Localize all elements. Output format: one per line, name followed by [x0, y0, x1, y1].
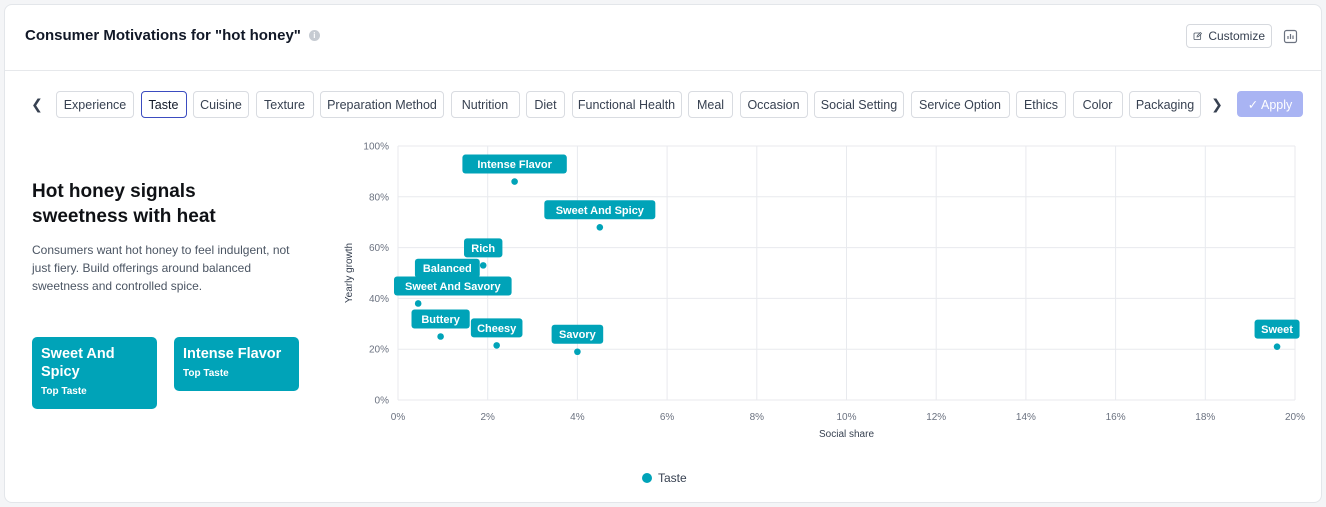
y-tick-label: 80%: [369, 192, 389, 203]
point-label: Sweet: [1261, 324, 1293, 336]
y-tick-label: 20%: [369, 345, 389, 356]
point-label: Savory: [559, 329, 597, 341]
export-chart-icon[interactable]: [1283, 29, 1299, 45]
tab-row: ❮ Experience Taste Cuisine Texture Preparati…: [5, 89, 1321, 119]
x-tick-label: 10%: [836, 412, 856, 423]
y-axis-title: Yearly growth: [344, 243, 355, 303]
point-label: Intense Flavor: [477, 159, 552, 171]
stat-label: Top Taste: [183, 368, 229, 379]
consumer-motivations-card: Consumer Motivations for "hot honey" i C…: [4, 4, 1322, 503]
y-tick-label: 40%: [369, 294, 389, 305]
x-tick-label: 0%: [391, 412, 406, 423]
data-point: [574, 348, 581, 356]
edit-icon: [1193, 31, 1203, 41]
tab-taste[interactable]: Taste: [140, 91, 187, 118]
data-point: [414, 300, 422, 307]
stat-value: Sweet And Spicy: [41, 346, 115, 380]
tab-nutrition[interactable]: Nutrition: [450, 91, 520, 118]
tab-texture[interactable]: Texture: [255, 91, 314, 118]
point-label-box: [394, 276, 512, 296]
data-point: [437, 333, 444, 340]
apply-button[interactable]: ✓ Apply: [1237, 91, 1303, 117]
x-tick-label: 2%: [480, 412, 495, 423]
top-taste-card-2: Intense Flavor Top Taste: [174, 337, 299, 391]
point-label: Sweet And Spicy: [556, 205, 645, 217]
y-tick-label: 100%: [363, 142, 389, 153]
point-label-box: [411, 309, 470, 329]
scroll-right-icon[interactable]: ❯: [1211, 95, 1223, 112]
x-tick-label: 12%: [926, 412, 946, 423]
tab-social-setting[interactable]: Social Setting: [814, 91, 904, 118]
tab-preparation-method[interactable]: Preparation Method: [320, 91, 444, 118]
point-label-box: [1254, 319, 1300, 339]
data-point: [493, 342, 500, 349]
point-label: Rich: [471, 243, 495, 255]
data-point: [596, 223, 604, 231]
category-tabs: Experience Taste Cuisine Texture Preparation…: [56, 89, 1203, 119]
tab-meal[interactable]: Meal: [688, 91, 733, 118]
tab-cuisine[interactable]: Cuisine: [193, 91, 249, 118]
tab-service-option[interactable]: Service Option: [910, 91, 1010, 118]
data-point: [1273, 343, 1281, 350]
chart-legend[interactable]: Taste: [642, 471, 687, 485]
point-label: Buttery: [421, 314, 460, 326]
top-taste-card-1: Sweet And Spicy Top Taste: [32, 337, 157, 409]
insight-description: Consumers want hot honey to feel indulge…: [32, 243, 290, 293]
point-label: Balanced: [423, 263, 472, 275]
stat-label: Top Taste: [41, 386, 87, 397]
customize-button[interactable]: Customize: [1186, 24, 1272, 48]
scatter-chart: 0% 2% 4% 6% 8% 10% 12% 14% 16% 18% 20% 0% 20% 40% 60% 8…: [344, 142, 1305, 441]
legend-marker: [642, 473, 652, 483]
x-tick-label: 6%: [660, 412, 675, 423]
stat-value: Intense Flavor: [183, 346, 282, 362]
insight-headline: Hot honey signals sweetness with heat: [32, 181, 216, 227]
tab-occasion[interactable]: Occasion: [739, 91, 808, 118]
point-label-box: [470, 318, 523, 338]
data-point: [511, 178, 518, 185]
x-tick-label: 18%: [1195, 412, 1215, 423]
point-label-box: [464, 238, 503, 258]
y-tick-label: 60%: [369, 243, 389, 254]
title-wrap: Consumer Motivations for "hot honey" i: [25, 27, 320, 44]
tab-packaging[interactable]: Packaging: [1129, 91, 1201, 118]
x-axis-title: Social share: [819, 429, 874, 440]
x-tick-label: 4%: [570, 412, 585, 423]
point-label-box: [551, 324, 604, 344]
info-icon[interactable]: i: [308, 30, 320, 41]
tab-experience[interactable]: Experience: [56, 91, 134, 118]
customize-label: Customize: [1208, 29, 1265, 43]
scroll-left-icon[interactable]: ❮: [31, 95, 43, 112]
page-title: Consumer Motivations for "hot honey": [25, 27, 301, 44]
point-label-box: [414, 258, 480, 278]
data-point: [479, 262, 487, 269]
y-tick-label: 0%: [375, 396, 390, 407]
tab-diet[interactable]: Diet: [526, 91, 565, 118]
point-label-box: [544, 200, 656, 220]
x-tick-label: 20%: [1285, 412, 1305, 423]
tab-color[interactable]: Color: [1072, 91, 1123, 118]
point-label-box: [462, 154, 567, 174]
x-tick-label: 16%: [1106, 412, 1126, 423]
legend-label: Taste: [658, 471, 687, 485]
tab-ethics[interactable]: Ethics: [1016, 91, 1066, 118]
x-tick-label: 8%: [750, 412, 765, 423]
point-label: Cheesy: [477, 323, 517, 335]
point-label: Sweet And Savory: [405, 281, 501, 293]
card-header: Consumer Motivations for "hot honey" i C…: [5, 5, 1321, 71]
x-tick-label: 14%: [1016, 412, 1036, 423]
tab-functional-health[interactable]: Functional Health: [571, 91, 682, 118]
